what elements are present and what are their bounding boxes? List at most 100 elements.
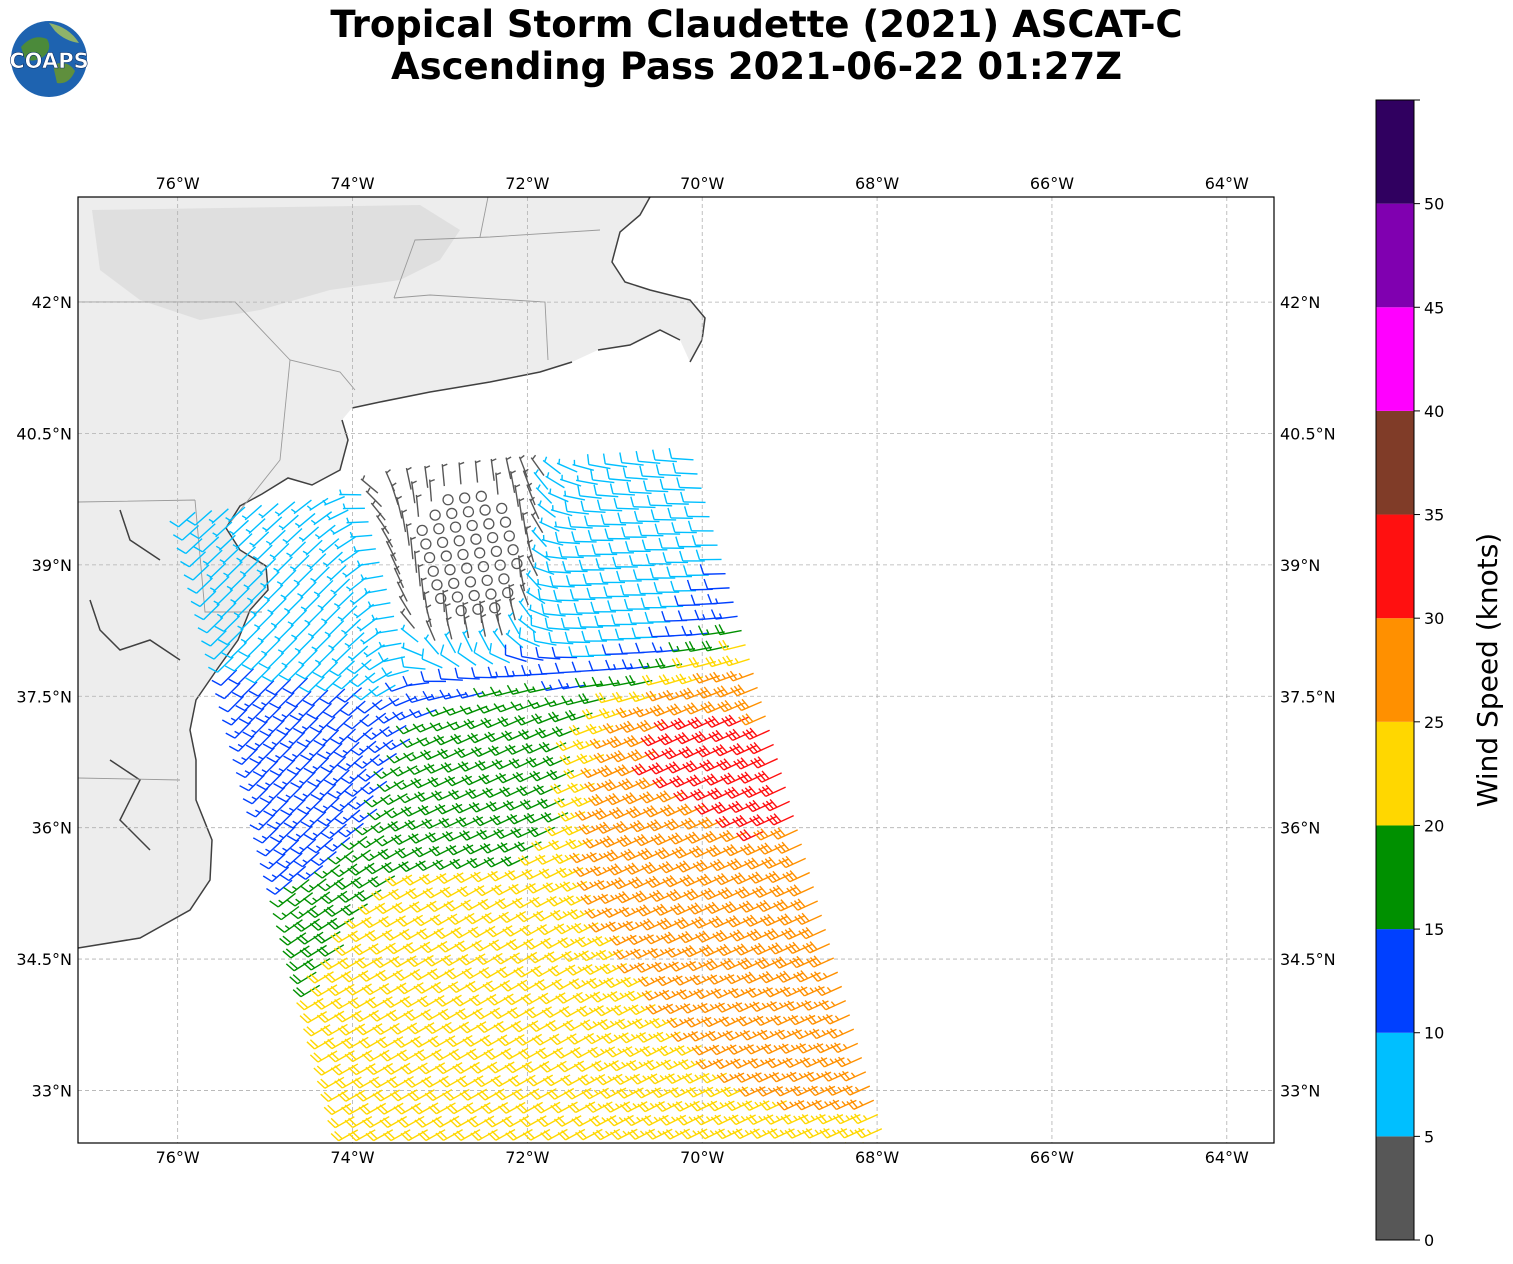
- barb-shaft: [332, 522, 353, 536]
- barb-shaft: [261, 503, 279, 519]
- barb-full: [407, 835, 417, 844]
- barb-shaft: [202, 536, 220, 553]
- barb-half: [347, 655, 354, 660]
- wind-barb: [476, 1088, 505, 1101]
- barb-full: [424, 1077, 434, 1086]
- barb-full: [518, 1103, 528, 1112]
- barb-full: [507, 1010, 516, 1019]
- barb-full: [320, 1078, 329, 1087]
- wind-barb: [445, 616, 453, 640]
- barb-full: [214, 692, 225, 700]
- wind-barb: [420, 577, 427, 601]
- wind-barb: [243, 572, 264, 590]
- barb-full: [404, 821, 413, 831]
- barb-full: [406, 958, 415, 967]
- barb-half: [298, 712, 304, 717]
- barb-full: [467, 929, 477, 938]
- barb-full: [358, 973, 367, 982]
- barb-shaft: [305, 730, 323, 748]
- barb-shaft: [305, 539, 323, 556]
- barb-shaft: [378, 820, 398, 834]
- barb-full: [417, 1050, 427, 1059]
- wind-barb: [441, 1021, 470, 1034]
- wind-barb: [487, 1128, 516, 1141]
- barb-half: [326, 818, 332, 823]
- barb-full: [400, 1051, 409, 1060]
- barb-full: [449, 1119, 458, 1128]
- wind-barb: [322, 495, 345, 506]
- barb-shaft: [375, 629, 398, 634]
- wind-barb: [466, 1115, 495, 1128]
- wind-barb: [418, 873, 447, 885]
- barb-full: [371, 892, 380, 901]
- wind-barb: [421, 648, 443, 669]
- barb-shaft: [284, 919, 303, 933]
- barb-shaft: [277, 501, 296, 517]
- barb-full: [375, 957, 384, 966]
- barb-half: [267, 609, 273, 614]
- barb-shaft: [282, 839, 300, 856]
- barb-half: [375, 627, 379, 634]
- barb-full: [399, 984, 409, 993]
- barb-shaft: [199, 590, 217, 607]
- barb-full: [403, 1012, 412, 1021]
- wind-barb: [465, 980, 493, 993]
- barb-full: [396, 1104, 406, 1113]
- barb-full: [476, 1024, 485, 1033]
- barb-full: [438, 1079, 448, 1088]
- wind-barb: [478, 966, 507, 979]
- wind-barb: [430, 981, 459, 994]
- wind-barb: [180, 551, 207, 568]
- wind-barb: [273, 556, 293, 573]
- barb-full: [383, 1117, 392, 1126]
- barb-shaft: [401, 510, 407, 533]
- barb-full: [296, 936, 306, 945]
- barb-full: [413, 985, 423, 994]
- barb-half: [258, 755, 264, 760]
- barb-full: [346, 735, 357, 743]
- barb-full: [442, 1092, 451, 1101]
- barb-full: [313, 1052, 322, 1061]
- barb-full: [430, 776, 439, 786]
- barb-shaft: [387, 669, 409, 678]
- barb-shaft: [213, 643, 231, 660]
- wind-barb: [236, 546, 257, 563]
- barb-full: [632, 1145, 639, 1153]
- barb-full: [327, 987, 336, 997]
- barb-full: [436, 750, 445, 759]
- barb-full: [416, 931, 425, 940]
- barb-full: [354, 1011, 364, 1021]
- barb-shaft: [420, 577, 425, 601]
- barb-full: [423, 764, 432, 774]
- barb-half: [391, 742, 397, 748]
- barb-full: [339, 709, 350, 717]
- barb-shaft: [399, 611, 416, 629]
- barb-half: [307, 633, 314, 637]
- barb-full: [386, 1064, 395, 1073]
- barb-half: [278, 768, 284, 772]
- barb-full: [296, 921, 306, 930]
- wind-barb: [422, 886, 451, 899]
- barb-shaft: [674, 1142, 676, 1143]
- wind-barb: [291, 622, 311, 640]
- barb-full: [327, 1104, 336, 1114]
- barb-full: [320, 1093, 329, 1102]
- barb-half: [332, 843, 338, 849]
- barb-full: [424, 1010, 433, 1019]
- barb-full: [510, 1024, 520, 1033]
- barb-full: [453, 749, 462, 758]
- wind-barb: [354, 956, 383, 969]
- barb-full: [465, 968, 474, 977]
- barb-half: [318, 724, 324, 729]
- wind-barb: [487, 1061, 515, 1074]
- barb-full: [475, 941, 484, 950]
- barb-full: [320, 832, 331, 840]
- barb-shaft: [482, 1142, 484, 1143]
- wind-barb: [213, 589, 234, 606]
- wind-barb: [354, 889, 382, 902]
- barb-half: [240, 638, 246, 643]
- barb-full: [197, 627, 208, 634]
- wind-barb: [270, 611, 291, 628]
- barb-half: [784, 1144, 787, 1148]
- barb-full: [350, 865, 360, 874]
